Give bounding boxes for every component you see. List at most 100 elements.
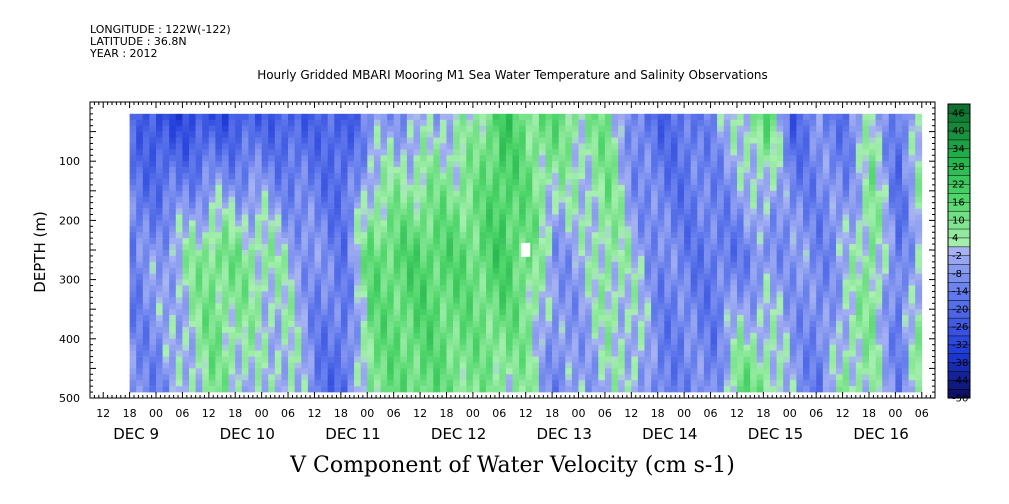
heatmap-cell (268, 285, 276, 292)
heatmap-cell (189, 327, 196, 334)
heatmap-cell (829, 161, 837, 168)
heatmap-cell (519, 232, 526, 239)
heatmap-cell (228, 208, 236, 215)
heatmap-cell (565, 267, 573, 274)
heatmap-cell (618, 250, 625, 257)
heatmap-cell (235, 244, 243, 251)
heatmap-cell (770, 244, 777, 251)
heatmap-cell (737, 202, 744, 209)
heatmap-cell (413, 374, 421, 381)
heatmap-cell (129, 125, 137, 132)
heatmap-cell (532, 267, 540, 274)
heatmap-cell (571, 255, 579, 263)
heatmap-cell (604, 173, 612, 180)
heatmap-cell (182, 327, 190, 334)
heatmap-cell (552, 291, 559, 298)
heatmap-cell (136, 119, 144, 126)
heatmap-cell (479, 167, 487, 174)
heatmap-cell (142, 267, 150, 274)
heatmap-cell (664, 125, 672, 132)
heatmap-cell (796, 238, 804, 245)
heatmap-cell (195, 167, 203, 174)
heatmap-cell (578, 173, 586, 180)
heatmap-cell (486, 279, 493, 286)
heatmap-cell (321, 125, 328, 132)
heatmap-cell (433, 291, 441, 298)
heatmap-cell (327, 155, 335, 162)
heatmap-cell (255, 173, 262, 180)
heatmap-cell (354, 202, 361, 209)
heatmap-cell (189, 167, 196, 174)
heatmap-cell (737, 173, 744, 180)
heatmap-cell (756, 184, 764, 192)
heatmap-cell (750, 374, 758, 381)
heatmap-cell (466, 356, 474, 363)
heatmap-cell (756, 380, 764, 387)
heatmap-cell (783, 255, 791, 263)
heatmap-cell (294, 362, 302, 369)
heatmap-cell (710, 327, 718, 334)
heatmap-cell (274, 125, 282, 132)
heatmap-cell (426, 250, 434, 257)
heatmap-cell (334, 368, 342, 375)
heatmap-cell (525, 261, 533, 268)
heatmap-cell (149, 244, 157, 251)
heatmap-cell (591, 309, 599, 316)
heatmap-cell (743, 279, 751, 286)
heatmap-cell (591, 273, 599, 280)
heatmap-cell (545, 214, 553, 221)
heatmap-cell (822, 190, 830, 197)
heatmap-cell (789, 179, 797, 186)
heatmap-cell (208, 297, 216, 304)
heatmap-cell (637, 291, 645, 298)
heatmap-cell (248, 327, 256, 334)
heatmap-cell (294, 303, 302, 310)
heatmap-cell (499, 184, 507, 192)
heatmap-cell (519, 327, 526, 334)
heatmap-cell (816, 267, 824, 274)
heatmap-cell (400, 315, 408, 322)
heatmap-cell (373, 261, 381, 268)
heatmap-cell (400, 232, 408, 239)
heatmap-cell (816, 190, 824, 197)
heatmap-cell (142, 356, 150, 363)
heatmap-cell (360, 232, 368, 239)
heatmap-cell (512, 202, 520, 209)
heatmap-cell (538, 321, 546, 328)
heatmap-cell (142, 321, 150, 328)
heatmap-cell (611, 380, 619, 387)
heatmap-cell (466, 155, 474, 162)
heatmap-cell (367, 143, 375, 150)
heatmap-cell (288, 119, 295, 126)
heatmap-cell (136, 208, 144, 215)
heatmap-cell (162, 244, 170, 251)
heatmap-cell (327, 226, 335, 233)
heatmap-cell (426, 327, 434, 334)
heatmap-cell (809, 267, 817, 274)
heatmap-cell (538, 167, 546, 174)
heatmap-cell (492, 261, 500, 268)
heatmap-cell (314, 214, 322, 221)
heatmap-cell (248, 285, 256, 292)
heatmap-cell (730, 190, 738, 197)
heatmap-cell (723, 131, 731, 138)
heatmap-cell (585, 291, 592, 298)
heatmap-cell (525, 214, 533, 221)
heatmap-cell (816, 131, 824, 138)
heatmap-cell (558, 362, 566, 369)
heatmap-cell (380, 220, 388, 227)
heatmap-cell (644, 202, 652, 209)
heatmap-cell (803, 297, 810, 304)
heatmap-cell (294, 125, 302, 132)
heatmap-cell (552, 297, 559, 304)
heatmap-cell (136, 232, 144, 239)
heatmap-cell (598, 267, 606, 274)
heatmap-cell (156, 315, 163, 322)
heatmap-cell (505, 332, 513, 340)
heatmap-cell (373, 208, 381, 215)
heatmap-cell (175, 131, 183, 138)
heatmap-cell (274, 338, 282, 345)
heatmap-cell (545, 190, 553, 197)
heatmap-cell (136, 321, 144, 328)
heatmap-cell (156, 167, 163, 174)
